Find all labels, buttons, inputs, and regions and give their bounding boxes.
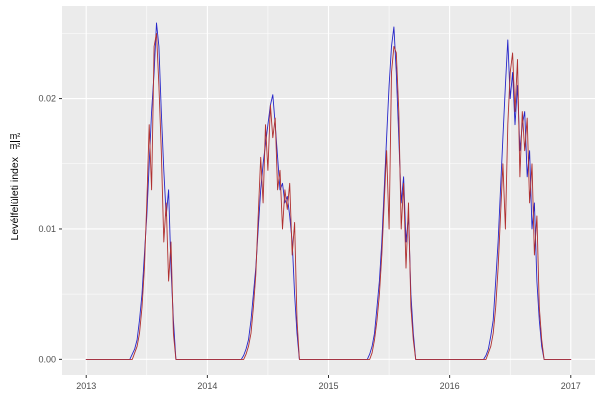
- x-tick-label: 2016: [440, 381, 460, 391]
- y-axis-title: m² m² Levélfelületi index: [0, 0, 30, 372]
- series-red-line: [85, 32, 572, 360]
- y-tick-label: 0.02: [38, 94, 56, 104]
- x-tick-label: 2014: [197, 381, 217, 391]
- fraction-denominator: m²: [9, 141, 21, 152]
- y-tick-label: 0.01: [38, 224, 56, 234]
- y-axis-title-fraction: m² m²: [9, 130, 21, 152]
- x-tick-label: 2013: [76, 381, 96, 391]
- fraction-numerator: m²: [9, 130, 21, 141]
- x-tick-label: 2015: [318, 381, 338, 391]
- y-tick-label: 0.00: [38, 354, 56, 364]
- x-tick-label: 2017: [561, 381, 581, 391]
